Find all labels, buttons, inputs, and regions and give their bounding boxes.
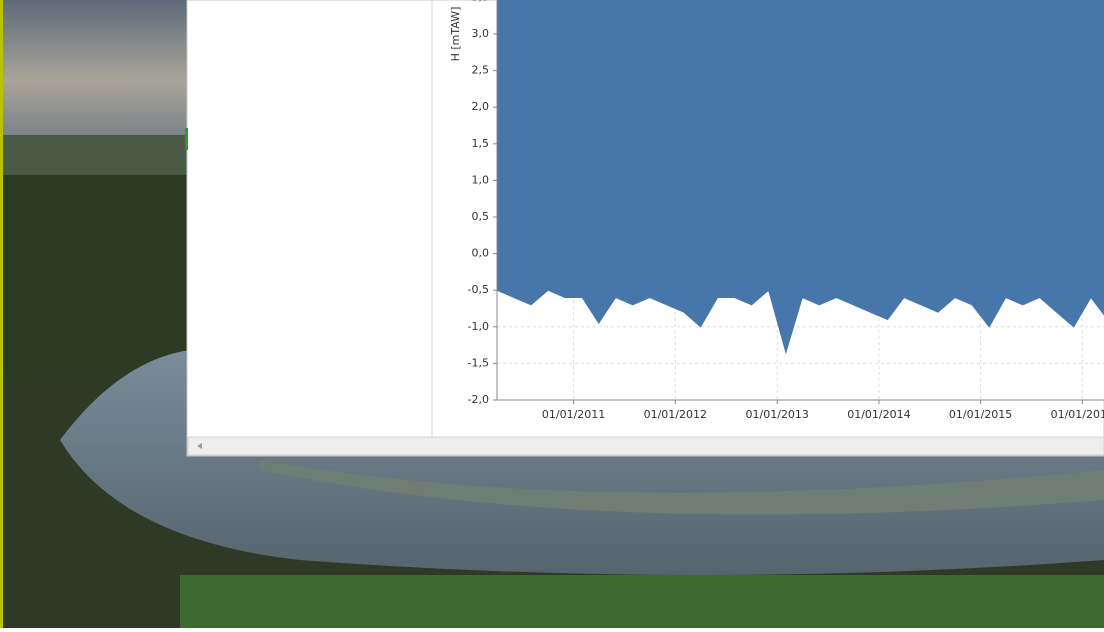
x-tick-label: 01/01/2014 (847, 408, 910, 421)
y-tick-label: 1,5 (472, 137, 490, 150)
y-axis-label: H [mTAW] (449, 7, 462, 62)
y-tick-label: -1,0 (468, 320, 489, 333)
y-tick-label: 2,0 (472, 100, 490, 113)
water-level-area (497, 0, 1104, 352)
y-tick-label: 1,0 (472, 173, 490, 186)
y-tick-label: -0,5 (468, 283, 489, 296)
x-tick-label: 01/01/2015 (949, 408, 1012, 421)
x-tick-label: 01/01/2016 (1051, 408, 1104, 421)
y-tick-label: 0,5 (472, 210, 490, 223)
x-tick-label: 01/01/2012 (644, 408, 707, 421)
screen: -2,0 -1,5 -1,0 -0,5 0,0 0,5 1,0 1,5 2,0 2,5 3,0 3,5… (0, 0, 1104, 628)
x-tick-label: 01/01/2013 (746, 408, 809, 421)
page: {"chart_data": {"type": "area", "y_label… (0, 0, 1104, 628)
x-tick-label: 01/01/2011 (542, 408, 605, 421)
y-tick-label: -2,0 (468, 393, 489, 406)
y-tick-label: 2,5 (472, 64, 490, 77)
y-tick-label: 3,0 (472, 27, 490, 40)
scrollbar[interactable] (188, 437, 1104, 455)
y-tick-label: 0,0 (472, 247, 490, 260)
y-tick-label: -1,5 (468, 356, 489, 369)
chart: -2,0 -1,5 -1,0 -0,5 0,0 0,5 1,0 1,5 2,0 2,5 3,0 3,5… (468, 0, 1104, 421)
y-tick-label: 3,5 (472, 0, 490, 3)
